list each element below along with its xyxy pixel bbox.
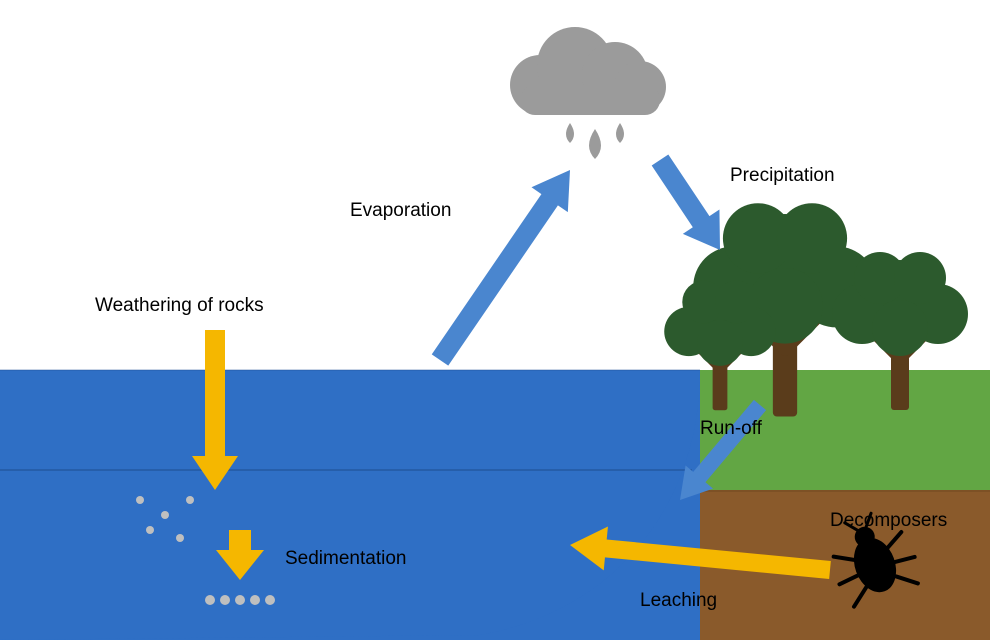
- diagram-svg: [0, 0, 990, 640]
- label-leaching: Leaching: [640, 590, 717, 612]
- label-sedimentation: Sedimentation: [285, 548, 406, 570]
- label-decomposers: Decomposers: [830, 510, 947, 532]
- diagram-stage: Evaporation Precipitation Weathering of …: [0, 0, 990, 640]
- label-precipitation: Precipitation: [730, 165, 835, 187]
- label-weathering: Weathering of rocks: [95, 295, 264, 317]
- label-runoff: Run-off: [700, 418, 762, 440]
- label-evaporation: Evaporation: [350, 200, 451, 222]
